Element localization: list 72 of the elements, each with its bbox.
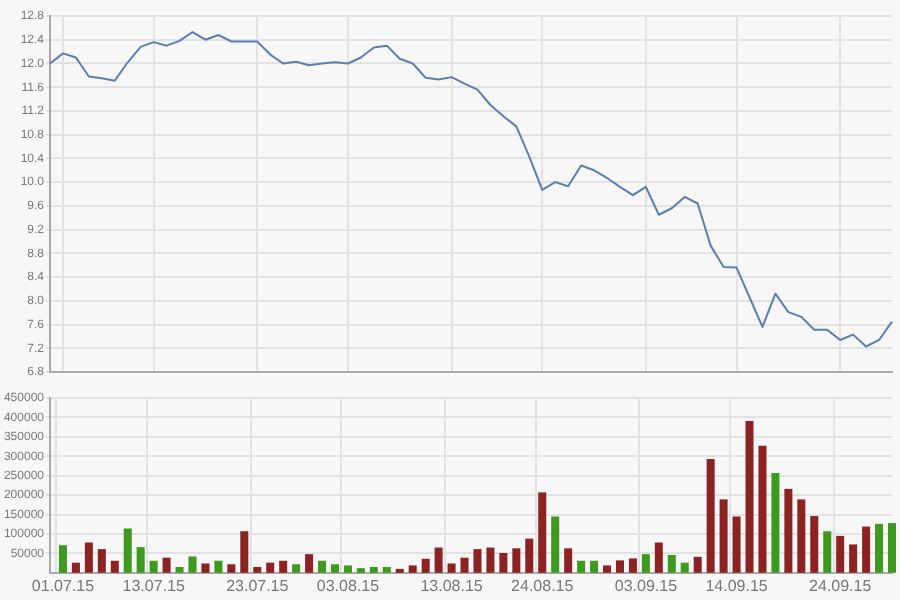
bar — [849, 544, 858, 573]
bar — [525, 538, 534, 573]
bar — [330, 564, 339, 573]
bar — [836, 535, 845, 573]
bar — [577, 560, 586, 573]
bar — [654, 542, 663, 573]
bar — [875, 523, 884, 573]
bar — [641, 554, 650, 573]
x-tick-label: 01.07.15 — [31, 576, 96, 595]
x-tick-label: 24.09.15 — [809, 576, 873, 595]
bar — [123, 528, 132, 573]
bar — [732, 516, 741, 573]
bar — [564, 548, 573, 573]
bar — [421, 558, 430, 573]
bar — [693, 556, 702, 573]
x-tick-label: 13.07.15 — [122, 576, 186, 595]
bar — [369, 566, 378, 573]
bar — [680, 562, 689, 573]
bar — [784, 488, 793, 573]
bar — [447, 563, 456, 573]
bar — [292, 564, 301, 573]
bar — [253, 566, 262, 573]
bar — [460, 557, 469, 573]
bar — [227, 564, 236, 573]
bar — [162, 557, 171, 573]
bar — [499, 552, 508, 573]
bar — [240, 531, 249, 573]
x-tick-label: 03.08.15 — [316, 576, 381, 595]
bar — [615, 560, 624, 573]
bar — [887, 523, 897, 573]
bar — [58, 545, 67, 573]
bar — [551, 516, 560, 573]
bar — [667, 554, 676, 573]
x-tick-label: 24.08.15 — [511, 576, 575, 595]
bar — [214, 560, 223, 573]
bar — [279, 560, 288, 573]
bar — [343, 565, 352, 573]
bar — [382, 566, 391, 573]
bar — [201, 563, 210, 573]
bar — [862, 526, 871, 573]
bar — [810, 516, 819, 573]
x-tick-label: 23.07.15 — [226, 576, 290, 595]
bar — [486, 547, 495, 573]
x-tick-label: 03.09.15 — [614, 576, 679, 595]
bar — [97, 549, 106, 573]
bar — [823, 531, 832, 573]
bar — [706, 458, 715, 573]
bar — [745, 420, 754, 573]
bar — [305, 554, 314, 573]
bar — [771, 472, 780, 573]
bar — [149, 560, 158, 573]
bar — [473, 549, 482, 573]
bar — [628, 558, 637, 573]
bar — [719, 499, 728, 573]
bar — [84, 542, 93, 573]
bar — [603, 565, 612, 573]
bar — [71, 562, 80, 573]
bar — [136, 547, 145, 573]
bar — [512, 548, 521, 573]
bar — [590, 560, 599, 573]
bar — [266, 562, 275, 573]
bar — [538, 492, 547, 573]
x-tick-label: 13.08.15 — [420, 576, 484, 595]
x-tick-label: 14.09.15 — [705, 576, 769, 595]
bar — [408, 565, 417, 573]
bar — [188, 556, 197, 573]
bar — [797, 499, 806, 573]
bar — [175, 566, 184, 573]
bar — [110, 560, 119, 573]
bar — [758, 445, 767, 573]
bar — [434, 547, 443, 573]
bar — [318, 560, 327, 573]
